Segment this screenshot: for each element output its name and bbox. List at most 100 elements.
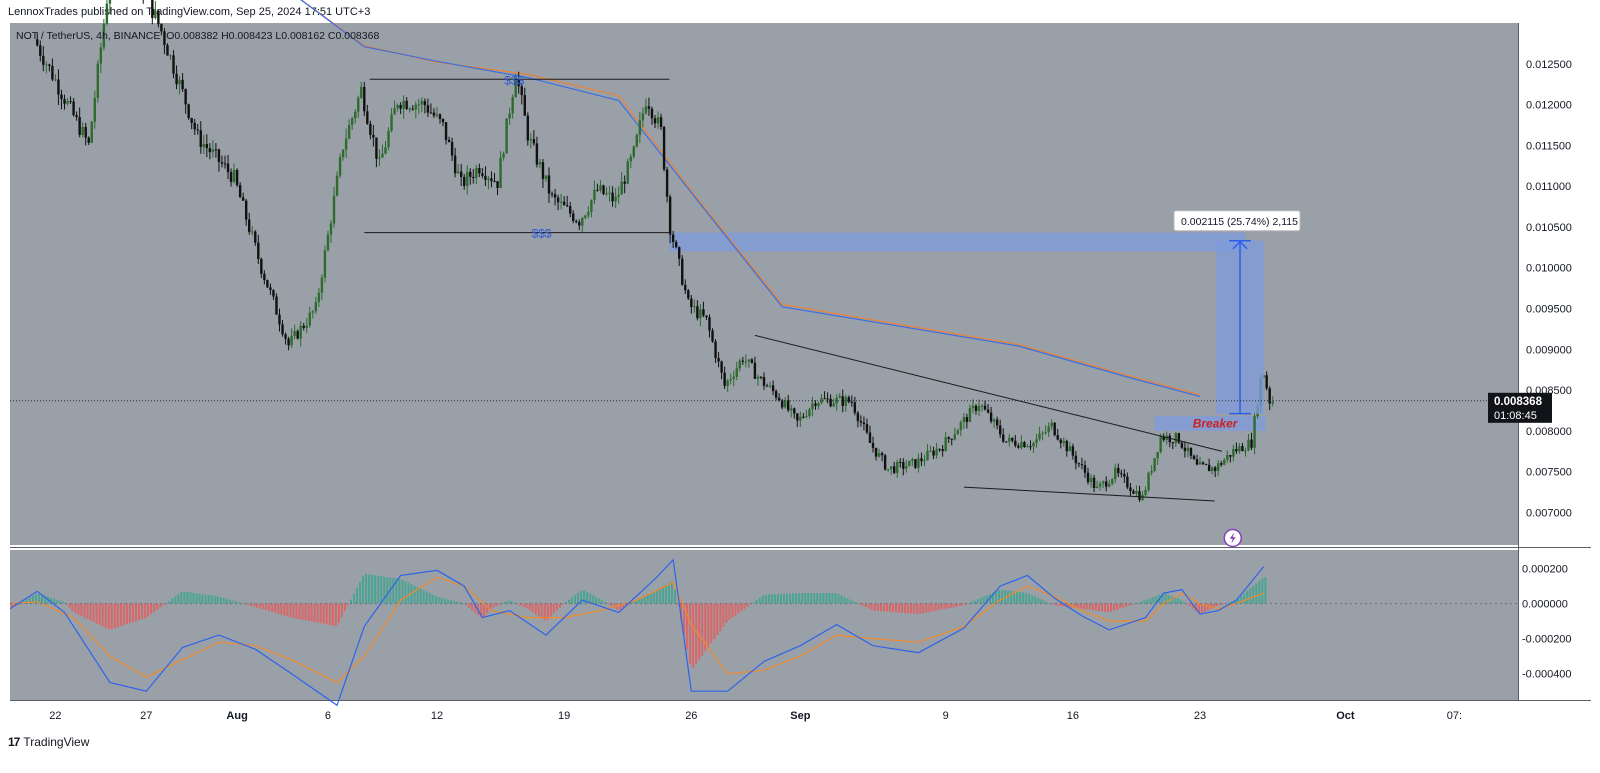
macd-histogram-bar	[1019, 592, 1022, 604]
candle-body	[444, 122, 448, 140]
macd-histogram-bar	[141, 603, 144, 620]
macd-histogram-bar	[362, 576, 365, 604]
macd-histogram-bar	[789, 593, 792, 604]
macd-histogram-bar	[159, 603, 162, 608]
macd-histogram-bar	[1067, 603, 1070, 608]
candle-body	[502, 153, 505, 158]
macd-histogram-bar	[961, 603, 964, 606]
macd-histogram-bar	[1091, 603, 1094, 611]
candle-body	[1135, 491, 1138, 494]
candle-body	[1223, 459, 1226, 465]
candle-body	[771, 385, 775, 392]
candle-body	[48, 64, 51, 66]
candle-body	[447, 139, 451, 143]
candle-body	[90, 121, 93, 143]
candle-body	[968, 407, 972, 422]
candle-body	[602, 185, 605, 195]
candle-body	[490, 178, 493, 182]
macd-histogram-bar	[1131, 603, 1134, 605]
macd-histogram-bar	[32, 595, 35, 604]
macd-histogram-bar	[522, 603, 525, 607]
macd-histogram-bar	[374, 575, 377, 604]
macd-histogram-bar	[1182, 601, 1185, 604]
macd-histogram-bar	[83, 603, 86, 618]
candle-body	[1029, 446, 1032, 448]
candle-body	[581, 217, 584, 226]
candle-body	[1189, 447, 1193, 456]
candle-body	[1038, 433, 1041, 440]
macd-histogram-bar	[35, 593, 38, 604]
macd-histogram-bar	[131, 603, 134, 623]
candle-body	[93, 97, 96, 122]
candle-body	[823, 398, 826, 400]
macd-histogram-bar	[604, 602, 607, 604]
macd-histogram-bar	[758, 597, 761, 604]
macd-histogram-bar	[495, 603, 498, 607]
macd-histogram-bar	[652, 591, 655, 604]
candle-body	[514, 79, 517, 98]
macd-histogram-bar	[743, 603, 746, 609]
candle-body	[341, 149, 345, 158]
candle-body	[726, 380, 729, 386]
candle-body	[1108, 483, 1111, 487]
candle-body	[529, 139, 533, 141]
macd-histogram-bar	[122, 603, 125, 626]
symbol-info[interactable]: NOT / TetherUS, 4h, BINANCE	[16, 30, 161, 42]
macd-histogram-bar	[192, 592, 195, 604]
macd-histogram-bar	[431, 594, 434, 604]
candle-body	[562, 201, 566, 206]
macd-histogram-bar	[10, 603, 13, 608]
candle-body	[151, 0, 154, 19]
candle-body	[623, 181, 626, 184]
candle-body	[45, 64, 48, 66]
alert-icon[interactable]	[1223, 528, 1243, 548]
macd-histogram-bar	[991, 592, 994, 604]
candle-body	[862, 422, 866, 425]
candle-body	[569, 206, 572, 214]
candle-body	[553, 194, 557, 198]
candle-body	[1044, 431, 1047, 433]
macd-histogram-bar	[1110, 603, 1113, 612]
macd-histogram-bar	[1001, 589, 1004, 604]
trend-line	[963, 486, 1215, 502]
candle-body	[1229, 455, 1232, 457]
tradingview-logo[interactable]: 17 TradingView	[8, 735, 89, 749]
macd-histogram-bar	[434, 595, 437, 604]
candle-body	[163, 31, 166, 46]
macd-histogram-bar	[610, 603, 613, 607]
macd-histogram-bar	[580, 590, 583, 604]
macd-histogram-bar	[589, 593, 592, 604]
macd-histogram-bar	[1152, 597, 1155, 604]
macd-histogram-bar	[253, 603, 256, 607]
macd-histogram-bar	[234, 601, 237, 604]
candle-body	[459, 171, 463, 177]
macd-histogram-bar	[1206, 603, 1209, 611]
macd-histogram-bar	[150, 603, 153, 615]
macd-histogram-bar	[849, 599, 852, 604]
candle-body	[196, 129, 199, 131]
candle-body	[441, 118, 445, 123]
macd-histogram-bar	[92, 603, 95, 622]
macd-histogram-bar	[728, 603, 731, 620]
macd-histogram-bar	[147, 603, 150, 617]
candle-body	[499, 157, 502, 188]
time-axis-tick-label: 6	[325, 710, 331, 722]
macd-histogram-bar	[843, 596, 846, 604]
candle-body	[1192, 455, 1196, 460]
macd-histogram-bar	[722, 603, 725, 627]
candle-body	[293, 331, 296, 336]
bottom-liquidity-label: $$$	[531, 227, 551, 241]
candle-body	[992, 419, 996, 422]
macd-histogram-bar	[976, 599, 979, 604]
candle-body	[175, 73, 178, 85]
top-liquidity-label: $$$	[504, 73, 524, 87]
candle-body	[438, 114, 442, 119]
macd-histogram-bar	[413, 585, 416, 604]
candle-body	[72, 101, 75, 116]
macd-histogram-bar	[207, 595, 210, 604]
macd-histogram-bar	[516, 603, 519, 605]
price-axis-tick-label: 0.012000	[1526, 100, 1572, 112]
candle-body	[871, 442, 875, 448]
candle-body	[217, 149, 221, 162]
